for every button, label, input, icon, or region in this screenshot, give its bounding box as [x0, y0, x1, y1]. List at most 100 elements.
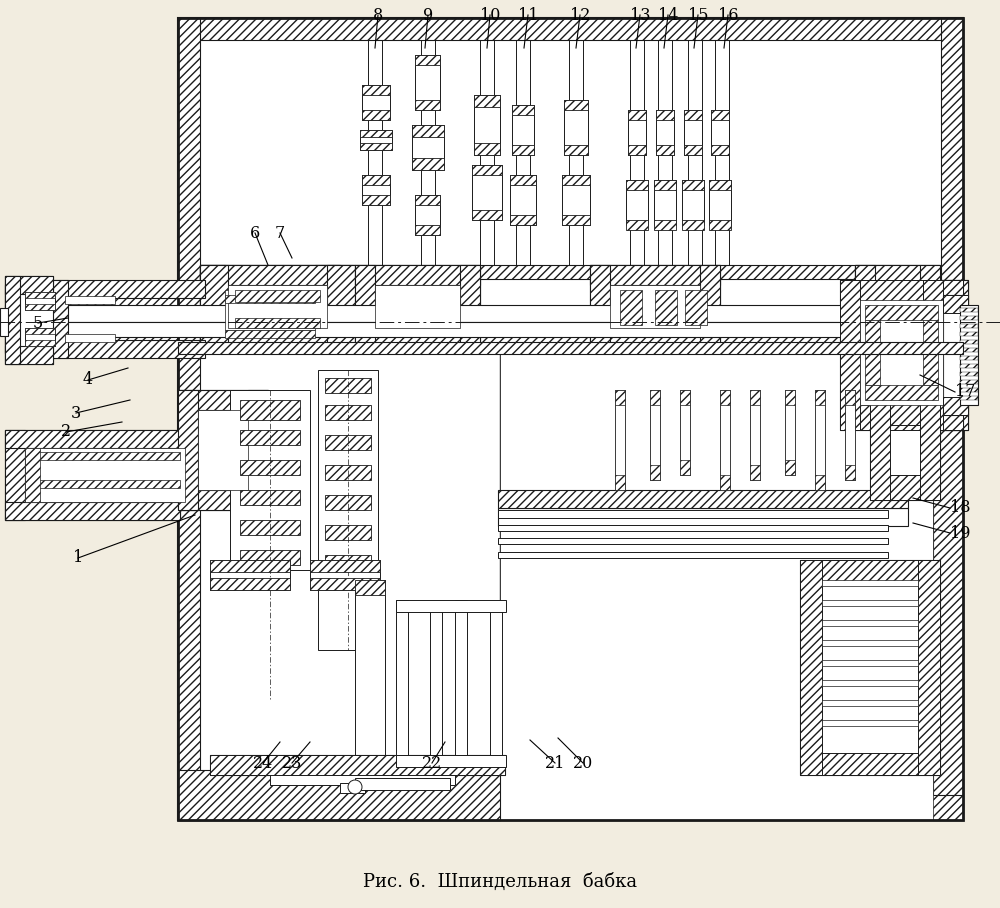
Bar — [360, 130, 392, 150]
Bar — [682, 180, 704, 225]
Bar — [960, 372, 978, 376]
Bar — [855, 265, 875, 348]
Bar — [840, 405, 963, 430]
Bar — [680, 390, 690, 405]
Bar — [178, 770, 500, 820]
Bar — [590, 265, 720, 285]
Bar — [430, 605, 442, 770]
Bar — [472, 165, 502, 175]
Text: 24: 24 — [253, 755, 273, 772]
Text: 17: 17 — [955, 383, 976, 400]
Bar — [923, 320, 938, 385]
Bar — [960, 388, 978, 392]
Bar — [415, 55, 440, 110]
Bar — [200, 265, 355, 285]
Bar — [815, 390, 825, 490]
Bar — [870, 400, 940, 500]
Bar — [200, 328, 355, 348]
Bar — [178, 390, 198, 510]
Bar — [362, 110, 390, 120]
Bar — [960, 340, 978, 344]
Bar — [943, 295, 968, 313]
Bar — [240, 400, 300, 420]
Bar — [870, 400, 890, 500]
Bar — [822, 720, 918, 726]
Bar — [362, 85, 390, 120]
Bar — [870, 475, 940, 500]
Bar — [685, 290, 707, 325]
Bar — [855, 328, 940, 348]
Bar — [5, 335, 178, 353]
Text: 6: 6 — [250, 224, 260, 242]
Bar — [615, 390, 625, 490]
Bar — [960, 364, 978, 368]
Bar — [800, 560, 940, 775]
Bar — [684, 145, 702, 155]
Bar — [510, 175, 536, 185]
Text: 12: 12 — [570, 6, 590, 24]
Bar — [460, 265, 480, 348]
Bar — [711, 145, 729, 155]
Bar — [50, 340, 205, 358]
Bar — [860, 300, 943, 405]
Bar — [5, 305, 955, 322]
Bar — [355, 265, 375, 348]
Text: Рис. 6.  Шпиндельная  бабка: Рис. 6. Шпиндельная бабка — [363, 873, 637, 891]
Bar — [650, 465, 660, 480]
Text: 19: 19 — [950, 525, 970, 541]
Bar — [815, 390, 825, 405]
Bar — [628, 110, 646, 155]
Text: 10: 10 — [480, 6, 500, 24]
Bar — [498, 510, 888, 518]
Bar — [960, 356, 978, 360]
Bar — [562, 215, 590, 225]
Text: 21: 21 — [545, 755, 565, 772]
Bar — [562, 175, 590, 225]
Bar — [355, 328, 480, 348]
Bar — [355, 580, 385, 780]
Bar — [656, 110, 674, 120]
Bar — [325, 465, 371, 480]
Bar — [240, 460, 300, 475]
Bar — [626, 180, 648, 190]
Bar — [325, 525, 371, 540]
Bar — [615, 390, 625, 405]
Bar — [25, 340, 55, 346]
Bar — [415, 100, 440, 110]
Bar — [498, 552, 888, 558]
Bar — [474, 143, 500, 155]
Bar — [210, 560, 290, 590]
Bar — [355, 755, 385, 770]
Bar — [178, 18, 200, 348]
Bar — [656, 110, 674, 155]
Bar — [178, 348, 200, 820]
Bar — [325, 435, 371, 450]
Bar — [960, 396, 978, 400]
Bar — [178, 342, 963, 354]
Bar — [943, 397, 968, 415]
Bar — [650, 390, 660, 405]
Bar — [455, 600, 467, 760]
Bar — [360, 130, 392, 137]
Bar — [822, 580, 918, 586]
Bar — [178, 490, 268, 510]
Bar — [200, 330, 340, 348]
Bar — [5, 322, 955, 337]
Text: 9: 9 — [423, 6, 433, 24]
Bar — [270, 773, 455, 785]
Text: 18: 18 — [950, 499, 970, 517]
Bar — [5, 502, 180, 520]
Bar — [684, 110, 702, 120]
Bar — [564, 100, 588, 110]
Text: 2: 2 — [61, 423, 71, 440]
Text: 8: 8 — [373, 6, 383, 24]
Bar — [315, 265, 340, 348]
Bar — [178, 390, 268, 510]
Bar — [920, 400, 940, 500]
Bar — [210, 578, 290, 590]
Bar — [415, 195, 440, 205]
Bar — [412, 125, 444, 170]
Bar — [700, 265, 720, 348]
Text: 4: 4 — [83, 371, 93, 389]
Bar — [960, 316, 978, 320]
